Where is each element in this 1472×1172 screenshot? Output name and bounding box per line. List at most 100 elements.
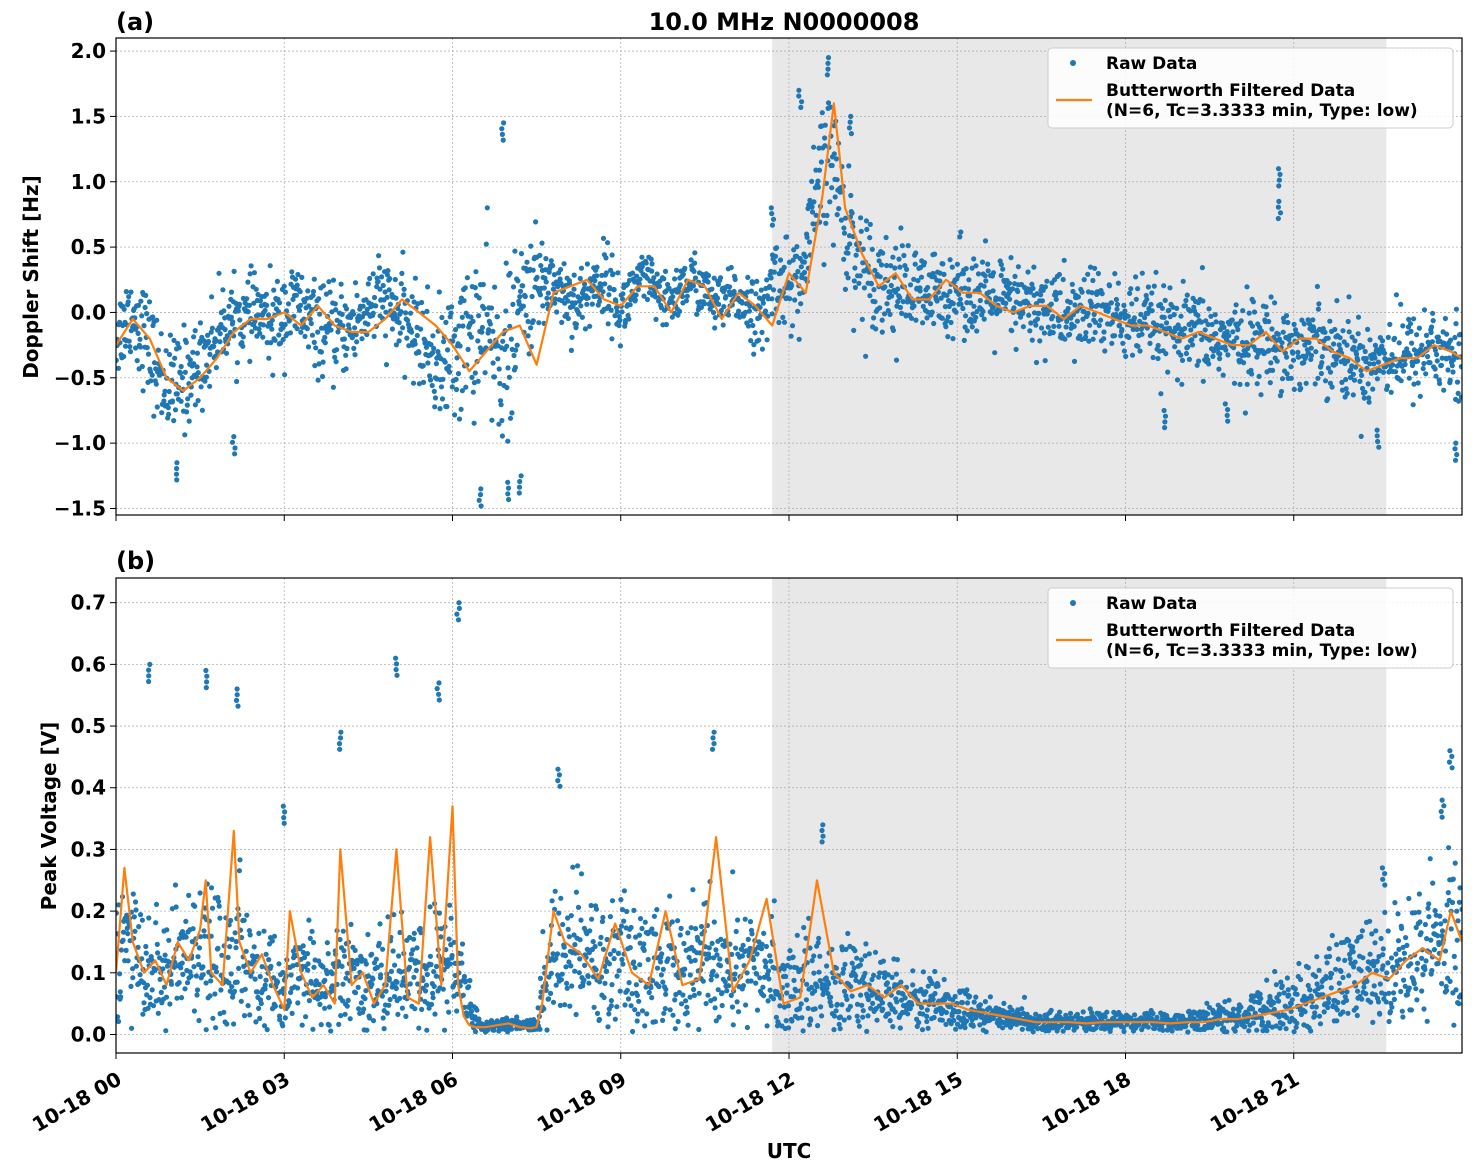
panel-a-raw-data — [116, 55, 1462, 509]
raw-data-point — [444, 404, 450, 410]
raw-data-point — [197, 890, 203, 896]
raw-data-point — [840, 970, 846, 976]
raw-data-point — [686, 954, 692, 961]
raw-data-point — [665, 956, 671, 962]
raw-data-point — [1150, 354, 1156, 361]
raw-data-point — [354, 339, 360, 345]
raw-data-point — [209, 905, 216, 911]
raw-data-point — [544, 1027, 550, 1033]
raw-data-point — [1447, 377, 1453, 383]
raw-data-point — [1379, 338, 1386, 344]
raw-data-point — [268, 963, 274, 970]
raw-data-point — [886, 986, 892, 992]
raw-data-point — [398, 309, 404, 315]
raw-data-point — [246, 302, 252, 308]
raw-data-point — [819, 110, 825, 116]
raw-data-point — [1365, 381, 1371, 387]
raw-data-point — [932, 251, 938, 257]
panel-a-filtered-data — [116, 102, 1462, 392]
raw-data-point — [605, 321, 611, 327]
raw-data-point — [654, 907, 660, 913]
raw-data-point — [228, 289, 235, 295]
raw-data-point — [475, 338, 481, 344]
raw-data-point — [620, 291, 626, 297]
raw-data-point — [260, 322, 266, 328]
raw-data-point — [589, 301, 595, 307]
raw-data-point — [1050, 313, 1056, 320]
raw-data-point — [771, 269, 777, 275]
raw-data-point — [720, 322, 726, 328]
raw-data-point — [351, 965, 357, 972]
raw-data-point — [650, 978, 656, 984]
y-tick-label: 2.0 — [71, 39, 106, 63]
raw-data-point — [390, 948, 396, 954]
raw-data-point — [190, 926, 196, 932]
raw-data-point — [432, 1011, 438, 1017]
raw-data-point — [1051, 323, 1057, 329]
raw-data-point — [125, 299, 131, 305]
raw-data-point — [931, 1014, 937, 1021]
raw-data-point — [425, 284, 431, 290]
raw-data-point — [641, 293, 647, 299]
raw-data-point — [708, 977, 714, 983]
raw-data-point — [1064, 318, 1070, 324]
raw-data-point — [305, 288, 311, 294]
raw-data-point — [592, 278, 598, 284]
raw-data-point — [247, 271, 253, 277]
raw-data-point — [259, 964, 265, 970]
raw-data-point — [816, 145, 822, 151]
raw-data-point — [220, 287, 226, 293]
raw-data-point — [1275, 166, 1282, 172]
raw-data-point — [897, 1025, 903, 1031]
raw-data-point — [322, 340, 328, 346]
raw-data-point — [376, 253, 382, 259]
raw-data-point — [1173, 326, 1179, 332]
raw-data-point — [1229, 317, 1235, 323]
raw-data-point — [568, 963, 574, 969]
raw-data-point — [299, 274, 305, 280]
raw-data-point — [643, 260, 649, 266]
raw-data-point — [966, 277, 972, 283]
raw-data-point — [1391, 335, 1398, 341]
raw-data-point — [1244, 284, 1250, 290]
raw-data-point — [1198, 319, 1204, 325]
raw-data-point — [724, 988, 730, 994]
raw-data-point — [846, 1015, 852, 1021]
raw-data-point — [971, 999, 977, 1005]
raw-data-point — [166, 937, 172, 943]
raw-data-point — [727, 284, 733, 290]
raw-data-point — [828, 994, 834, 1000]
raw-data-point — [244, 912, 250, 918]
raw-data-point — [974, 328, 980, 334]
raw-data-point — [163, 994, 170, 1000]
raw-data-point — [575, 863, 581, 869]
raw-data-point — [1030, 285, 1036, 291]
raw-data-point — [479, 324, 485, 331]
raw-data-point — [1266, 347, 1272, 353]
raw-data-point — [1153, 269, 1159, 275]
raw-data-point — [760, 300, 766, 306]
raw-data-point — [951, 1017, 957, 1024]
raw-data-point — [1188, 327, 1194, 333]
raw-data-point — [242, 986, 248, 992]
raw-data-point — [648, 985, 654, 991]
raw-data-point — [977, 1002, 984, 1008]
raw-data-point — [967, 293, 973, 299]
raw-data-point — [247, 932, 253, 938]
raw-data-point — [470, 318, 476, 324]
raw-data-point — [1271, 1000, 1277, 1006]
raw-data-point — [439, 396, 446, 402]
raw-data-point — [457, 343, 463, 349]
raw-data-point — [384, 272, 390, 278]
raw-data-point — [326, 279, 332, 285]
raw-data-point — [925, 1025, 931, 1031]
raw-data-point — [898, 225, 904, 231]
raw-data-point — [729, 951, 735, 958]
raw-data-point — [1123, 353, 1129, 359]
raw-data-point — [1277, 393, 1283, 399]
raw-data-point — [684, 1010, 690, 1016]
raw-data-point — [424, 1027, 430, 1033]
raw-data-point — [751, 342, 757, 348]
raw-data-point — [1344, 342, 1350, 348]
raw-data-point — [1063, 324, 1069, 330]
